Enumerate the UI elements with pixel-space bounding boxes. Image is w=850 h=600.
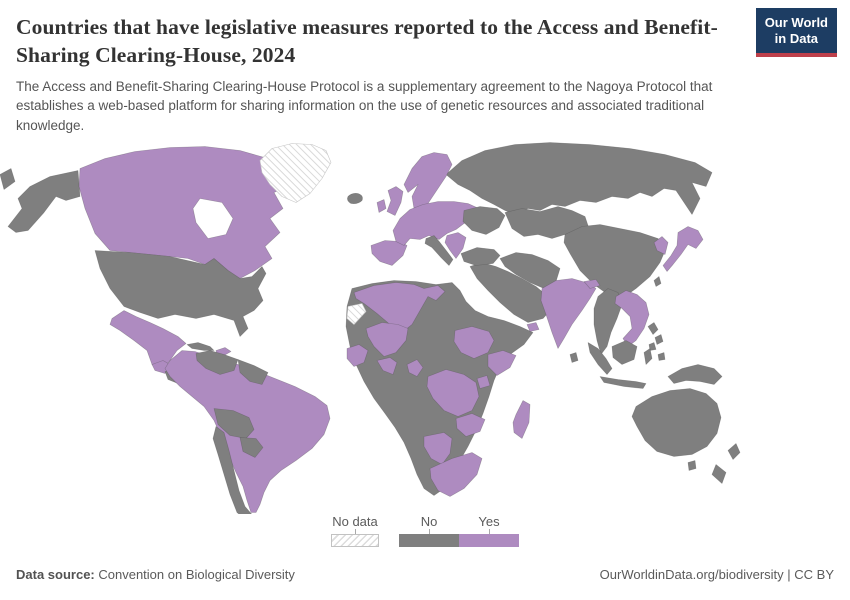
map-region-indochina[interactable] <box>614 290 650 347</box>
data-source-text: Convention on Biological Diversity <box>94 567 295 582</box>
map-region-new-zealand[interactable] <box>711 443 741 484</box>
map-region-madagascar[interactable] <box>512 400 531 439</box>
map-region-ukraine-romania[interactable] <box>462 206 506 235</box>
map-region-ghana-benin[interactable] <box>376 357 398 375</box>
chart-subtitle: The Access and Benefit-Sharing Clearing-… <box>16 78 713 133</box>
owid-logo-line1: Our World <box>764 15 828 30</box>
map-region-paraguay[interactable] <box>239 437 264 458</box>
legend-no-data: No data <box>331 514 379 547</box>
map-region-sulawesi[interactable] <box>643 348 653 365</box>
map-region-turkey[interactable] <box>460 247 501 266</box>
map-region-cuba[interactable] <box>186 342 215 351</box>
map-region-bhutan[interactable] <box>583 279 601 289</box>
data-source: Data source: Convention on Biological Di… <box>16 567 295 582</box>
legend-no-data-label: No data <box>332 514 378 529</box>
map-region-new-guinea[interactable] <box>667 364 723 385</box>
legend-tick <box>428 529 430 534</box>
map-region-maghreb[interactable] <box>353 282 446 333</box>
legend-no-swatch[interactable] <box>399 534 459 547</box>
map-region-balkans-greece[interactable] <box>444 232 467 259</box>
map-region-south-africa[interactable] <box>429 452 483 497</box>
attribution-link[interactable]: OurWorldinData.org/biodiversity | CC BY <box>599 567 834 582</box>
map-region-mali[interactable] <box>365 322 409 357</box>
map-region-sudan[interactable] <box>453 326 495 359</box>
map-region-india[interactable] <box>540 278 597 349</box>
map-region-drc[interactable] <box>426 369 480 417</box>
map-region-europe-central[interactable] <box>392 201 480 246</box>
legend-bar: No Yes <box>399 514 519 547</box>
map-region-uganda[interactable] <box>476 375 491 389</box>
map-region-borneo[interactable] <box>611 340 638 365</box>
map-region-iberia[interactable] <box>370 240 408 266</box>
map-region-chile[interactable] <box>212 426 256 515</box>
map-region-namibia[interactable] <box>423 432 453 465</box>
legend-yes-swatch[interactable] <box>459 534 519 547</box>
map-region-maluku[interactable] <box>657 352 666 361</box>
map-region-greenland[interactable] <box>259 143 332 203</box>
legend-no-label: No <box>420 514 438 529</box>
map-region-australia[interactable] <box>631 388 722 457</box>
map-region-bolivia[interactable] <box>213 408 255 439</box>
map-region-sumatra-malaysia[interactable] <box>587 342 613 375</box>
legend-tick <box>354 529 356 534</box>
map-region-british-isles[interactable] <box>376 186 404 216</box>
world-map-svg <box>0 142 741 515</box>
map-region-mexico[interactable] <box>109 310 187 371</box>
world-map <box>0 138 850 514</box>
legend-yes-label: Yes <box>478 514 500 529</box>
map-region-zambia-malawi[interactable] <box>455 413 486 437</box>
map-region-cameroon[interactable] <box>406 359 424 377</box>
chart-footer: Data source: Convention on Biological Di… <box>16 567 834 582</box>
legend-tick <box>488 529 490 534</box>
page-title: Countries that have legislative measures… <box>16 15 718 68</box>
map-region-taiwan[interactable] <box>653 276 662 287</box>
owid-logo-line2: in Data <box>774 31 819 47</box>
map-region-ethiopia[interactable] <box>487 350 517 376</box>
legend-item-yes: Yes <box>459 514 519 547</box>
legend-no-data-swatch[interactable] <box>331 534 379 547</box>
map-region-philippines[interactable] <box>647 322 664 351</box>
map-legend: No data No Yes <box>0 514 850 547</box>
map-region-italy[interactable] <box>424 235 454 266</box>
map-region-alaska[interactable] <box>7 170 81 233</box>
owid-logo[interactable]: Our World in Data <box>755 8 837 57</box>
map-region-iceland[interactable] <box>347 193 363 204</box>
map-region-russia[interactable] <box>445 142 713 215</box>
map-region-russia-wrap-west[interactable] <box>0 168 16 190</box>
map-region-se-asia-mainland[interactable] <box>593 288 623 355</box>
map-region-canada[interactable] <box>78 146 293 279</box>
legend-item-no: No <box>399 514 459 547</box>
map-region-china-mongolia[interactable] <box>563 224 667 299</box>
map-region-korea[interactable] <box>653 236 669 255</box>
data-source-label: Data source: <box>16 567 95 582</box>
map-region-senegal-guinea[interactable] <box>346 344 369 367</box>
chart-header: Countries that have legislative measures… <box>0 0 850 135</box>
map-region-java[interactable] <box>599 376 647 389</box>
map-region-uae-qatar[interactable] <box>526 322 540 332</box>
map-region-sri-lanka[interactable] <box>569 352 579 363</box>
map-region-usa[interactable] <box>94 250 267 337</box>
map-region-tasmania[interactable] <box>687 460 697 471</box>
map-region-scandinavia[interactable] <box>403 152 453 212</box>
map-region-venezuela[interactable] <box>195 350 239 375</box>
map-region-japan[interactable] <box>662 226 704 272</box>
map-region-western-sahara[interactable] <box>346 303 367 325</box>
map-region-guyanas[interactable] <box>237 359 269 385</box>
